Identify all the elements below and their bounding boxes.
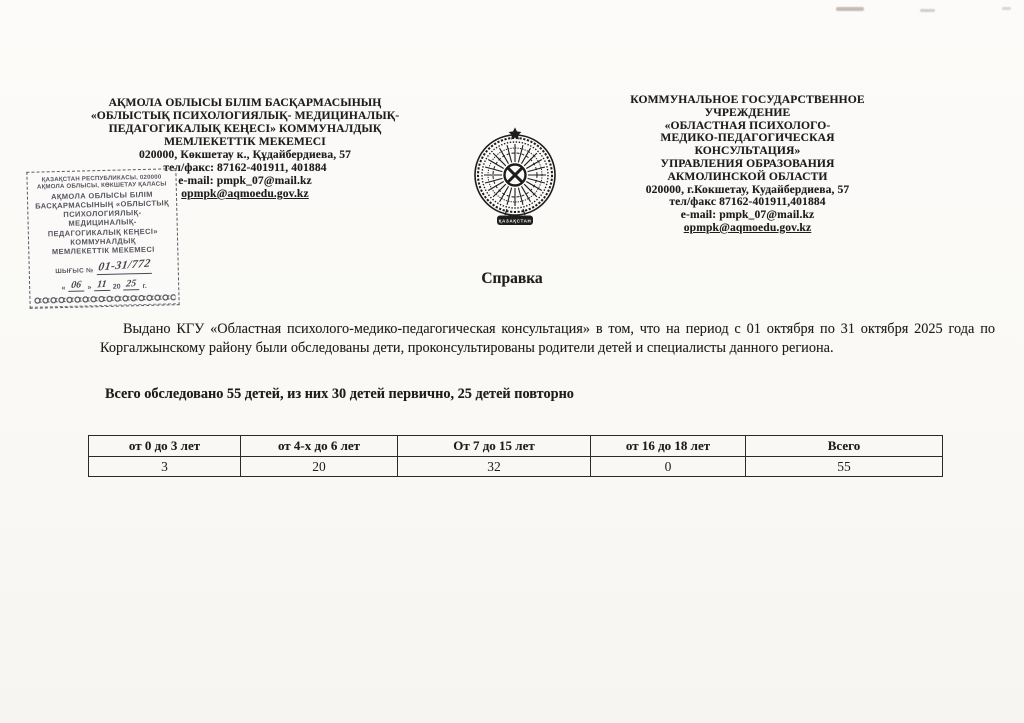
letterhead-russian: КОММУНАЛЬНОЕ ГОСУДАРСТВЕННОЕ УЧРЕЖДЕНИЕ …	[590, 93, 905, 235]
letterhead-kazakh: АҚМОЛА ОБЛЫСЫ БІЛІМ БАСҚАРМАСЫНЫҢ «ОБЛЫС…	[86, 96, 404, 200]
table-value-row: 3 20 32 0 55	[88, 456, 943, 477]
phone-line: тел/факс: 87162-401911, 401884	[163, 161, 327, 174]
org-name-line: УПРАВЛЕНИЯ ОБРАЗОВАНИЯ	[660, 156, 835, 170]
email-line: e-mail: pmpk_07@mail.kz	[680, 208, 815, 222]
body-paragraph: Выдано КГУ «Областная психолого-медико-п…	[100, 321, 995, 356]
org-name-line: МЕДИКО-ПЕДАГОГИЧЕСКАЯ	[660, 131, 835, 145]
org-name-line: «ОБЛАСТНАЯ ПСИХОЛОГО-	[664, 118, 831, 132]
value-age-4-6: 20	[240, 456, 398, 477]
column-header-age-4-6: от 4-х до 6 лет	[240, 435, 398, 457]
scan-artifact	[920, 9, 935, 12]
org-name-line: МЕМЛЕКЕТТІК МЕКЕМЕСІ	[164, 135, 326, 148]
scan-artifact	[1002, 7, 1011, 10]
scan-artifact	[836, 7, 864, 11]
email-line: e-mail: pmpk_07@mail.kz	[178, 174, 312, 187]
document-title: Справка	[481, 270, 543, 287]
address-line: 020000, г.Кокшетау, Кудайбердиева, 57	[645, 182, 850, 196]
emblem-banner-text: ҚАЗАҚСТАН	[499, 219, 532, 224]
age-breakdown-table: от 0 до 3 лет от 4-х до 6 лет От 7 до 15…	[88, 435, 943, 477]
address-line: 020000, Көкшетау к., Құдайбердиева, 57	[138, 148, 352, 161]
column-header-age-7-15: От 7 до 15 лет	[397, 435, 591, 457]
column-header-total: Всего	[745, 435, 943, 457]
column-header-age-0-3: от 0 до 3 лет	[88, 435, 241, 457]
kazakhstan-coat-of-arms-icon: ҚАЗАҚСТАН	[455, 127, 575, 231]
summary-line: Всего обследовано 55 детей, из них 30 де…	[105, 386, 574, 402]
org-name-line: КОММУНАЛЬНОЕ ГОСУДАРСТВЕННОЕ УЧРЕЖДЕНИЕ	[630, 93, 865, 119]
column-header-age-16-18: от 16 до 18 лет	[590, 435, 746, 457]
value-age-0-3: 3	[88, 456, 241, 477]
org-name-line: АҚМОЛА ОБЛЫСЫ БІЛІМ БАСҚАРМАСЫНЫҢ	[108, 96, 382, 109]
phone-line: тел/факс 87162-401911,401884	[669, 195, 826, 209]
value-total: 55	[745, 456, 943, 477]
org-name-line: КОНСУЛЬТАЦИЯ»	[694, 144, 801, 158]
org-name-line: АКМОЛИНСКОЙ ОБЛАСТИ	[667, 169, 828, 183]
email-line-underlined: opmpk@aqmoedu.gov.kz	[181, 187, 309, 200]
stamp-org-lines: АҚМОЛА ОБЛЫСЫ БІЛІМ БАСҚАРМАСЫНЫҢ «ОБЛЫС…	[31, 189, 175, 257]
email-line-underlined: opmpk@aqmoedu.gov.kz	[683, 220, 812, 234]
org-name-line: ПЕДАГОГИКАЛЫҚ КЕҢЕСІ» КОММУНАЛДЫҚ	[108, 122, 382, 135]
value-age-16-18: 0	[590, 456, 746, 477]
value-age-7-15: 32	[397, 456, 591, 477]
org-name-line: «ОБЛЫСТЫҚ ПСИХОЛОГИЯЛЫҚ- МЕДИЦИНАЛЫҚ-	[90, 109, 400, 122]
table-header-row: от 0 до 3 лет от 4-х до 6 лет От 7 до 15…	[88, 435, 943, 457]
